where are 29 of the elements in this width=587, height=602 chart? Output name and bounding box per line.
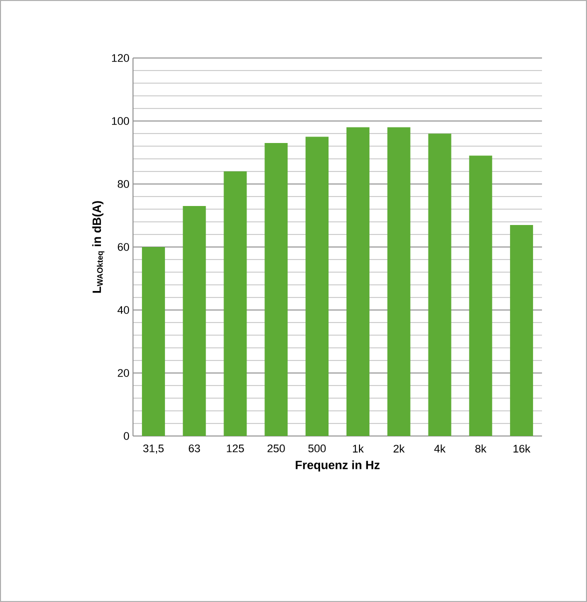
x-tick-label: 16k (514, 444, 530, 453)
y-tick-label: 20 (118, 369, 130, 377)
y-tick-label: 120 (112, 54, 130, 62)
y-tick-label: 100 (112, 117, 130, 125)
bar (182, 206, 206, 436)
y-axis-title: L$_{WAOkteq}$ in dB(A) (92, 201, 104, 293)
y-tick-label: 80 (118, 180, 130, 188)
x-tick-label: 1k (352, 444, 364, 452)
bar (264, 143, 288, 436)
y-tick-label: 40 (118, 306, 130, 314)
x-tick-label: 63 (188, 444, 200, 452)
bar (142, 246, 165, 436)
x-tick-label: 250 (268, 444, 285, 452)
x-tick-label: 2k (394, 444, 405, 452)
bar (428, 134, 452, 436)
bar (469, 156, 492, 436)
y-tick-label: 0 (124, 432, 130, 440)
x-tick-label: 500 (308, 444, 326, 452)
bar (346, 127, 370, 436)
x-tick-label: 31,5 (143, 444, 164, 454)
bar (510, 224, 534, 436)
bar (387, 127, 410, 436)
bar (306, 136, 329, 436)
x-axis-title: Frequenz in Hz (296, 460, 380, 472)
bar (224, 171, 247, 436)
x-tick-label: 125 (226, 444, 244, 452)
x-tick-label: 4k (434, 444, 446, 452)
x-tick-label: 8k (475, 444, 486, 453)
y-tick-label: 60 (118, 243, 130, 251)
